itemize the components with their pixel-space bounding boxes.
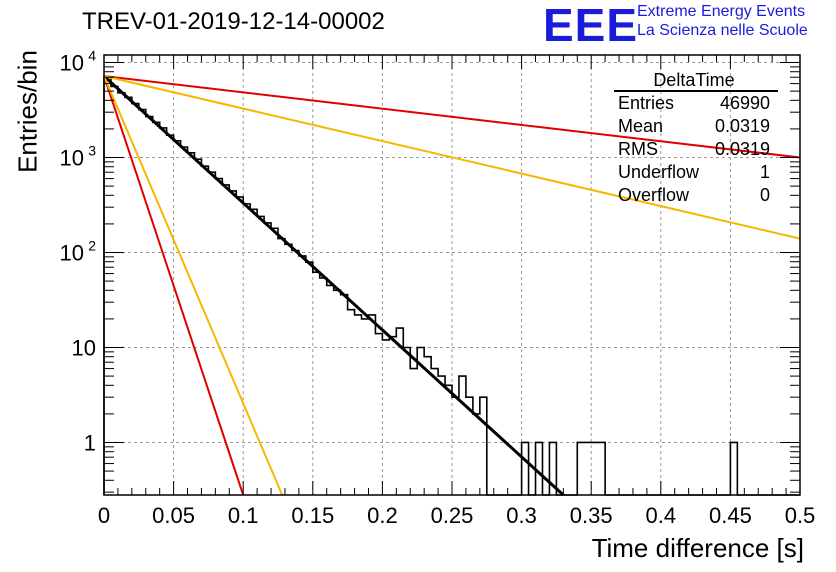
stats-row-underflow: Underflow 1 (618, 162, 778, 184)
stats-row-rms: RMS 0.0319 (618, 139, 778, 161)
stats-key: Entries (618, 93, 675, 113)
x-tick-label: 0.5 (785, 503, 816, 528)
stats-key: RMS (618, 139, 658, 159)
stats-key: Underflow (618, 162, 700, 182)
logo-subtitle-1: Extreme Energy Events (637, 3, 806, 20)
x-tick-label: 0.45 (709, 503, 752, 528)
logo-subtitle-2: La Scienza nelle Scuole (637, 22, 808, 39)
stats-key: Overflow (618, 185, 690, 205)
series-line-0 (102, 74, 565, 497)
stats-box: DeltaTime Entries 46990 Mean 0.0319 RMS … (610, 70, 778, 210)
x-tick-label: 0.1 (228, 503, 259, 528)
y-tick-label: 10 (60, 146, 84, 171)
x-tick-labels: 0 0.05 0.1 0.15 0.2 0.25 0.3 0.35 0.4 0.45 0.5 (98, 503, 815, 528)
x-axis-label: Time difference [s] (591, 533, 804, 563)
series-line-2 (103, 75, 801, 240)
eee-logo: EEE (543, 0, 639, 51)
y-tick-label: 10 (60, 51, 84, 76)
stats-value: 0.0319 (714, 116, 770, 136)
x-tick-label: 0.3 (506, 503, 537, 528)
series-line-4 (103, 75, 284, 496)
series-line-3 (103, 75, 245, 496)
stats-row-entries: Entries 46990 (618, 93, 778, 115)
stats-row-mean: Mean 0.0319 (618, 116, 778, 138)
y-tick-exponent: 4 (88, 48, 96, 64)
stats-value: 0 (759, 185, 770, 205)
stats-key: Mean (618, 116, 664, 136)
stats-row-overflow: Overflow 0 (618, 185, 778, 207)
x-tick-label: 0.2 (367, 503, 398, 528)
stats-divider (614, 90, 778, 92)
y-tick-label: 10 (72, 335, 96, 360)
y-tick-label: 1 (84, 430, 96, 455)
x-tick-label: 0 (98, 503, 110, 528)
stats-value: 1 (759, 162, 770, 182)
y-tick-exponent: 2 (88, 238, 96, 254)
fit-lines (102, 74, 801, 497)
x-tick-label: 0.15 (291, 503, 334, 528)
y-axis-label: Entries/bin (12, 50, 43, 173)
stats-value: 0.0319 (714, 139, 770, 159)
y-tick-exponent: 3 (88, 143, 96, 159)
stats-title: DeltaTime (653, 70, 735, 90)
series-line-1 (103, 75, 801, 159)
x-tick-label: 0.4 (646, 503, 677, 528)
x-tick-label: 0.05 (152, 503, 195, 528)
x-tick-label: 0.25 (431, 503, 474, 528)
y-tick-label: 10 (60, 241, 84, 266)
x-tick-label: 0.35 (570, 503, 613, 528)
stats-value: 46990 (719, 93, 770, 113)
axis-ticks (103, 55, 801, 495)
chart-title: TREV-01-2019-12-14-00002 (82, 8, 385, 35)
